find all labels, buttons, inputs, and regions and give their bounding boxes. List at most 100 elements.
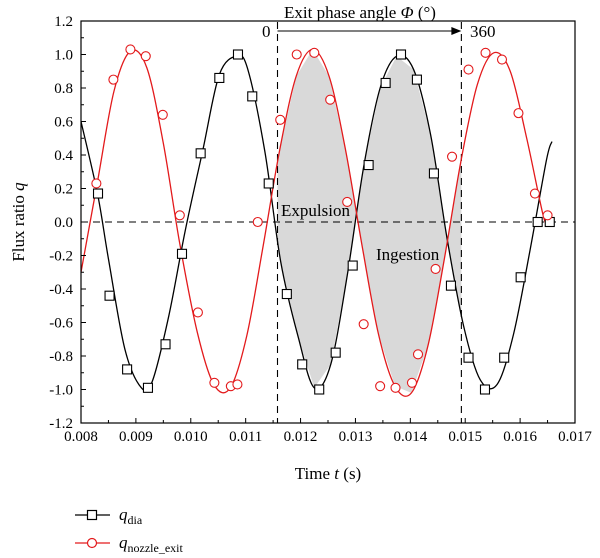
point-marker-nozzle-exit <box>209 377 220 388</box>
point-marker-nozzle-exit <box>463 64 474 75</box>
legend-label-dia-var: q <box>119 505 128 524</box>
x-tick-label: 0.013 <box>339 429 373 445</box>
point-marker-nozzle-exit <box>325 94 336 105</box>
point-marker-dia <box>314 384 325 395</box>
y-axis-title-var: q <box>9 182 28 191</box>
point-marker-nozzle-exit <box>252 216 263 228</box>
legend-label-nozzle-exit-var: q <box>119 533 128 552</box>
y-tick-label: -0.2 <box>49 249 73 265</box>
phase-start-label: 0 <box>262 22 271 41</box>
point-marker-nozzle-exit <box>192 307 203 318</box>
point-marker-nozzle-exit <box>232 379 243 390</box>
point-marker-dia <box>160 339 171 350</box>
y-tick-label: 0.8 <box>54 81 73 97</box>
point-marker-nozzle-exit <box>529 188 540 199</box>
legend-marker-dia <box>86 509 98 521</box>
point-marker-nozzle-exit <box>513 108 524 119</box>
x-tick-label: 0.008 <box>64 429 98 445</box>
point-marker-dia <box>232 49 244 60</box>
point-marker-dia <box>122 364 133 375</box>
point-marker-nozzle-exit <box>446 151 458 162</box>
annotation-expulsion: Expulsion <box>281 201 350 220</box>
series-markers <box>91 44 555 395</box>
y-tick-label: 0.0 <box>54 215 73 231</box>
point-marker-dia <box>395 49 407 60</box>
reference-lines <box>81 22 575 423</box>
x-tick-label: 0.010 <box>174 429 208 445</box>
phase-shaded-regions <box>277 49 462 393</box>
phase-window-annotation: 0 360 Exit phase angle Φ (°) <box>262 3 496 41</box>
point-marker-dia <box>195 148 206 159</box>
point-marker-nozzle-exit <box>174 210 185 221</box>
point-marker-dia <box>428 168 439 179</box>
x-tick-label: 0.016 <box>503 429 537 445</box>
x-tick-label: 0.015 <box>448 429 482 445</box>
x-tick-label: 0.014 <box>393 429 427 445</box>
point-marker-nozzle-exit <box>125 44 136 55</box>
x-tick-label: 0.017 <box>558 429 592 445</box>
point-marker-nozzle-exit <box>412 349 424 360</box>
phase-shaded-area <box>277 49 462 393</box>
point-marker-dia <box>380 77 391 89</box>
point-marker-dia <box>297 359 308 370</box>
phase-end-label: 360 <box>470 22 496 41</box>
x-axis-title: Time t (s) <box>295 464 361 483</box>
y-tick-label: 0.4 <box>54 148 73 164</box>
phase-title-symbol: Φ <box>401 3 414 22</box>
point-marker-dia <box>142 382 154 393</box>
legend-item-nozzle-exit: qnozzle_exit <box>75 533 183 555</box>
point-marker-dia <box>330 347 341 358</box>
y-tick-label: 1.0 <box>54 48 73 64</box>
y-tick-label: 1.2 <box>54 14 73 30</box>
y-axis-title-main: Flux ratio <box>9 191 28 262</box>
point-marker-nozzle-exit <box>480 47 491 58</box>
point-marker-dia <box>479 384 491 395</box>
x-tick-label: 0.011 <box>229 429 262 445</box>
y-axis-title: Flux ratio q <box>9 182 28 262</box>
point-marker-dia <box>532 216 543 228</box>
x-tick-label: 0.009 <box>119 429 153 445</box>
point-marker-nozzle-exit <box>108 74 119 85</box>
point-marker-dia <box>247 91 258 102</box>
point-marker-dia <box>281 288 292 300</box>
phase-title-unit: (°) <box>414 3 436 22</box>
point-marker-nozzle-exit <box>430 263 441 274</box>
axis-ticks: 0.008 0.009 0.010 0.011 0.012 0.013 0.014 0.015… <box>49 14 592 445</box>
point-marker-nozzle-exit <box>140 51 151 62</box>
legend-label-dia: qdia <box>119 505 143 527</box>
point-marker-nozzle-exit <box>496 54 508 65</box>
point-marker-dia <box>515 272 526 283</box>
phase-title: Exit phase angle Φ (°) <box>284 3 436 22</box>
x-axis-title-main: Time <box>295 464 335 483</box>
annotation-ingestion: Ingestion <box>376 245 440 264</box>
x-axis-title-unit: (s) <box>339 464 361 483</box>
point-marker-nozzle-exit <box>157 109 168 120</box>
point-marker-dia <box>263 178 274 189</box>
point-marker-dia <box>214 72 225 83</box>
legend-marker-nozzle-exit <box>86 537 98 549</box>
point-marker-nozzle-exit <box>390 382 401 393</box>
point-marker-dia <box>411 74 422 85</box>
point-marker-dia <box>363 160 374 171</box>
point-marker-dia <box>499 352 510 363</box>
phase-arrow-head <box>451 27 462 35</box>
point-marker-nozzle-exit <box>342 196 353 207</box>
point-marker-dia <box>445 280 457 291</box>
legend-label-dia-sub: dia <box>128 513 143 527</box>
y-tick-label: -1.2 <box>49 416 73 432</box>
phase-title-main: Exit phase angle <box>284 3 401 22</box>
point-marker-dia <box>463 352 474 363</box>
x-tick-label: 0.012 <box>284 429 318 445</box>
legend-label-nozzle-exit-sub: nozzle_exit <box>128 541 184 555</box>
point-marker-nozzle-exit <box>275 114 286 125</box>
y-tick-label: -0.4 <box>49 282 73 298</box>
legend-item-dia: qdia <box>75 505 143 527</box>
point-marker-nozzle-exit <box>542 210 553 221</box>
y-tick-label: -0.6 <box>49 316 73 332</box>
point-marker-dia <box>104 290 115 301</box>
point-marker-dia <box>176 248 188 259</box>
legend: qdia qnozzle_exit <box>75 505 183 555</box>
point-marker-nozzle-exit <box>309 47 320 58</box>
point-marker-nozzle-exit <box>358 319 369 330</box>
